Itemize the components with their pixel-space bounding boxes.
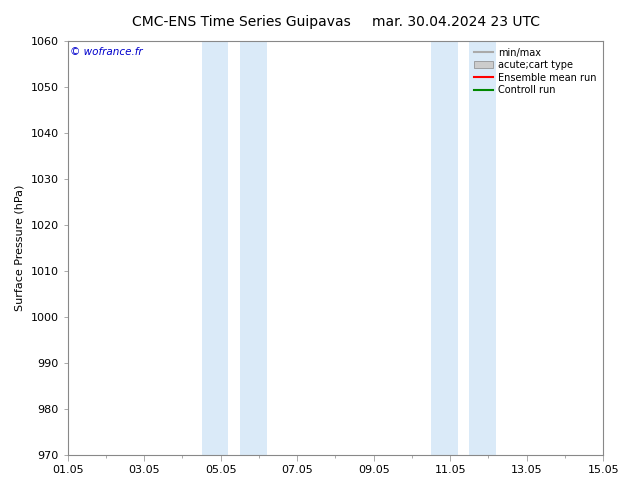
Bar	[431, 41, 458, 455]
Bar	[202, 41, 228, 455]
Legend: min/max, acute;cart type, Ensemble mean run, Controll run: min/max, acute;cart type, Ensemble mean …	[472, 46, 598, 97]
Bar	[469, 41, 496, 455]
Y-axis label: Surface Pressure (hPa): Surface Pressure (hPa)	[15, 185, 25, 311]
Text: CMC-ENS Time Series Guipavas: CMC-ENS Time Series Guipavas	[131, 15, 351, 29]
Text: © wofrance.fr: © wofrance.fr	[70, 47, 143, 57]
Text: mar. 30.04.2024 23 UTC: mar. 30.04.2024 23 UTC	[373, 15, 540, 29]
Bar	[240, 41, 267, 455]
